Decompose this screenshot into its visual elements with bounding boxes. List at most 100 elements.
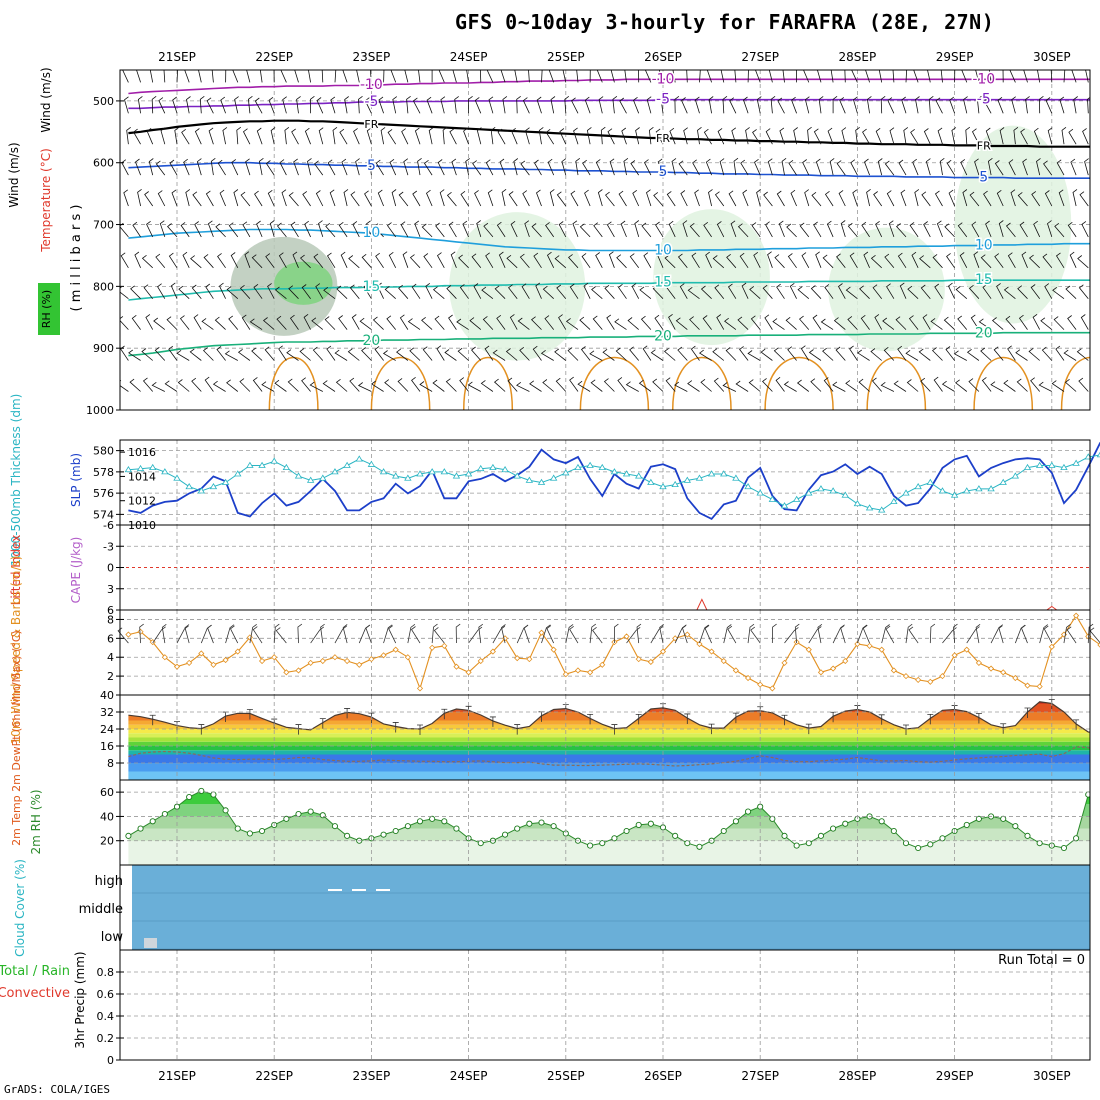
upper-wind-barb [853,96,858,114]
upper-wind-barb [318,127,324,145]
upper-wind-barb [592,315,603,330]
upper-wind-barb [350,191,360,207]
pressure-tick-label: 700 [93,219,114,232]
wind-speed-point [234,648,241,655]
wind-speed-point [878,646,885,653]
wind-barb [953,623,958,644]
upper-wind-barb [752,129,761,145]
wind-barb [636,623,642,644]
upper-wind-barb [632,189,640,207]
upper-wind-barb [313,253,324,269]
upper-wind-barb [654,314,664,330]
rh-point [696,843,703,850]
upper-wind-barb [267,283,275,299]
upper-wind-barb [712,348,725,361]
upper-wind-barb [722,382,737,392]
upper-wind-barb [157,190,166,207]
upper-wind-barb [948,189,955,207]
upper-wind-barb [471,253,482,269]
upper-wind-barb [284,126,290,145]
temp-color-band [128,733,1090,738]
upper-wind-barb [519,253,530,269]
upper-wind-barb [120,380,129,392]
temp-contour-label: 10 [975,238,993,254]
warm-surface-contour [462,356,514,410]
upper-wind-barb [547,158,555,176]
upper-wind-barb [756,189,761,207]
upper-wind-barb [218,282,226,299]
upper-wind-barb [674,95,680,114]
wind-speed-point [173,663,181,670]
upper-wind-barb [1023,70,1028,83]
upper-wind-barb [228,222,239,238]
upper-wind-barb [994,160,1004,176]
upper-wind-barb [569,376,579,392]
upper-wind-barb [314,160,324,176]
upper-wind-barb [982,283,992,299]
rh-point [125,832,132,839]
temp-contour-label: -10 [360,77,383,93]
upper-wind-barb [301,284,311,299]
upper-wind-barb [912,158,919,176]
upper-wind-barb [750,315,761,330]
upper-wind-barb [583,282,591,299]
upper-wind-barb [326,345,336,361]
upper-wind-barb [1016,378,1028,392]
upper-wind-barb [137,188,142,207]
upper-wind-barb [680,190,688,207]
upper-wind-barb [519,346,530,361]
upper-wind-barb [143,284,154,299]
upper-wind-barb [233,189,239,207]
wind-barb [161,623,167,644]
upper-wind-barb [817,70,822,83]
upper-wind-barb [639,286,652,300]
wind-barb [699,624,709,644]
wind-barb [139,623,144,644]
upper-wind-barb [1073,96,1078,114]
upper-wind-barb [1033,220,1041,238]
upper-wind-barb [655,221,664,238]
temp-color-band [128,720,1090,725]
upper-wind-barb [840,220,846,238]
rh-point [234,825,241,832]
upper-wind-barb [692,159,700,176]
wind-barb [320,623,325,644]
temp-contour-label: FR [977,139,991,152]
upper-wind-barb [339,128,348,145]
wind-speed-point [951,652,958,659]
slp-tick-label: 1010 [128,519,156,532]
upper-wind-barb [677,253,688,269]
upper-wind-barb [908,315,919,330]
upper-wind-barb [245,158,251,176]
pressure-tick-label: 600 [93,157,114,170]
wind-barb [334,625,347,644]
upper-wind-barb [1003,286,1016,300]
wind-barb [468,626,483,644]
upper-wind-barb [669,127,676,145]
upper-wind-barb [996,283,1004,299]
upper-wind-barb [230,252,239,268]
wind-speed-point [1073,612,1080,619]
upper-wind-barb [349,377,360,392]
rh-point [222,807,229,814]
upper-wind-barb [533,252,542,269]
upper-wind-barb [120,252,129,269]
upper-wind-barb [635,127,640,145]
upper-wind-barb [411,283,421,299]
temp-contour-label: 20 [362,333,380,349]
upper-wind-barb [957,222,968,238]
wind-speed-point [927,678,934,685]
date-label-top: 24SEP [450,50,488,64]
wind-barb [1066,626,1077,644]
cloud-level-label: high [95,874,123,889]
upper-wind-barb [584,189,591,207]
upper-wind-barb [278,345,287,361]
upper-wind-barb [740,159,749,176]
precip-tick-label: 0.4 [97,1010,115,1023]
upper-wind-barb [822,254,834,269]
wind-speed-point [1012,674,1019,682]
rh-tick-label: 40 [100,810,114,823]
upper-wind-barb [1072,189,1078,207]
wind-barb [117,627,129,644]
temp-minmax-bar [489,716,496,727]
